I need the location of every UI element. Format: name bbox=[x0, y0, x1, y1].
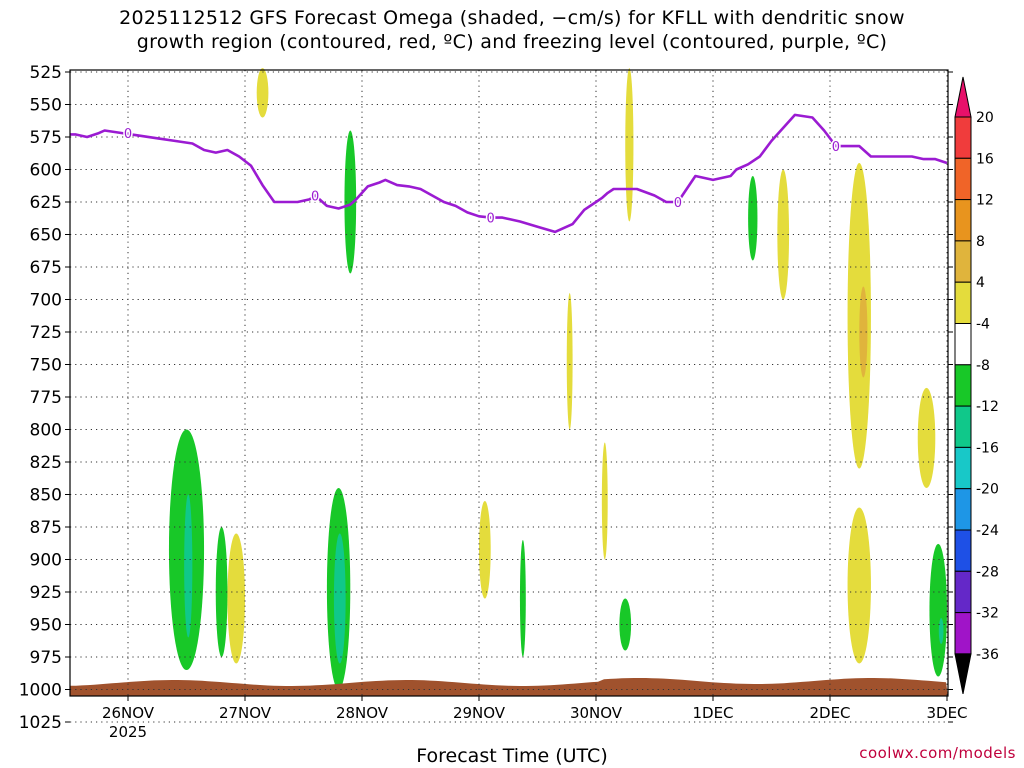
colorbar-box bbox=[954, 157, 972, 201]
ground-surface bbox=[70, 678, 948, 696]
omega-region bbox=[519, 540, 526, 657]
plot-frame bbox=[69, 69, 949, 697]
colorbar-top-arrow bbox=[954, 76, 972, 118]
omega-region bbox=[917, 387, 936, 489]
colorbar: 20 16 12 8 4 -4 -8 -12 -16 -20 -24 -28 -32 -36 bbox=[954, 76, 999, 694]
colorbar-label: 8 bbox=[976, 234, 985, 250]
colorbar-box bbox=[954, 364, 972, 407]
colorbar-box bbox=[954, 199, 972, 242]
y-tick-label: 925 bbox=[30, 583, 62, 603]
y-tick-label: 700 bbox=[30, 291, 62, 311]
colorbar-label: -20 bbox=[976, 482, 999, 498]
y-tick-label: 650 bbox=[30, 226, 62, 246]
y-tick-label: 825 bbox=[30, 453, 62, 473]
colorbar-box bbox=[954, 446, 972, 490]
colorbar-box bbox=[954, 323, 972, 366]
omega-region bbox=[184, 494, 193, 638]
x-axis-label: Forecast Time (UTC) bbox=[416, 745, 608, 767]
colorbar-box bbox=[954, 612, 972, 655]
omega-region bbox=[566, 293, 573, 430]
x-tick-label: 26NOV bbox=[102, 704, 155, 722]
x-tick-label: 30NOV bbox=[570, 704, 623, 722]
y-tick-label: 950 bbox=[30, 616, 62, 636]
y-tick-label: 625 bbox=[30, 193, 62, 213]
omega-region bbox=[601, 442, 608, 560]
x-tick-label: 27NOV bbox=[219, 704, 272, 722]
y-tick-label: 675 bbox=[30, 258, 62, 278]
colorbar-box bbox=[954, 488, 972, 531]
omega-region bbox=[227, 533, 246, 664]
y-tick-label: 600 bbox=[30, 161, 62, 181]
freezing-level-contour-label: 0 bbox=[124, 127, 132, 142]
omega-region bbox=[333, 533, 346, 664]
grid-lines bbox=[70, 70, 948, 723]
y-tick-label: 550 bbox=[30, 96, 62, 116]
y-tick-label: 850 bbox=[30, 486, 62, 506]
colorbar-label: 16 bbox=[976, 151, 994, 167]
colorbar-box bbox=[954, 405, 972, 448]
omega-region bbox=[256, 68, 269, 118]
colorbar-label: -24 bbox=[976, 523, 999, 539]
x-tick-sublabel: 2025 bbox=[109, 723, 147, 741]
colorbar-label: -36 bbox=[976, 647, 999, 663]
y-tick-label: 750 bbox=[30, 356, 62, 376]
y-tick-label: 800 bbox=[30, 421, 62, 441]
colorbar-label: 4 bbox=[976, 275, 985, 291]
colorbar-box bbox=[954, 116, 972, 159]
y-axis: 525 550 575 600 625 650 675 700 725 750 775 800 825 8… bbox=[19, 63, 953, 733]
x-tick-label: 3DEC bbox=[926, 704, 967, 722]
colorbar-label: -28 bbox=[976, 564, 999, 580]
colorbar-box bbox=[954, 570, 972, 614]
y-tick-label: 1000 bbox=[19, 681, 62, 701]
y-tick-label: 525 bbox=[30, 63, 62, 83]
y-tick-label: 900 bbox=[30, 551, 62, 571]
colorbar-box bbox=[954, 529, 972, 572]
omega-region bbox=[344, 130, 357, 274]
freezing-level-contour-label: 0 bbox=[674, 196, 682, 211]
omega-region bbox=[625, 68, 634, 222]
freezing-level-contour: 0 0 0 0 0 bbox=[69, 113, 948, 234]
x-tick-label: 28NOV bbox=[336, 704, 389, 722]
omega-region bbox=[859, 286, 868, 378]
omega-region bbox=[748, 176, 758, 261]
x-tick-label: 29NOV bbox=[453, 704, 506, 722]
colorbar-label: 12 bbox=[976, 193, 994, 209]
colorbar-bottom-arrow bbox=[954, 653, 972, 694]
colorbar-label: -4 bbox=[976, 317, 990, 333]
omega-region bbox=[929, 543, 947, 677]
omega-region bbox=[619, 598, 632, 651]
colorbar-label: -32 bbox=[976, 606, 999, 622]
colorbar-label: -8 bbox=[976, 358, 990, 374]
x-tick-label: 2DEC bbox=[809, 704, 850, 722]
y-tick-label: 1025 bbox=[19, 713, 62, 733]
freezing-level-contour-label: 0 bbox=[487, 212, 495, 227]
surface-fill bbox=[70, 678, 948, 696]
y-tick-label: 775 bbox=[30, 388, 62, 408]
freezing-level-contour-label: 0 bbox=[832, 140, 840, 155]
x-tick-label: 1DEC bbox=[692, 704, 733, 722]
omega-region bbox=[479, 501, 491, 599]
colorbar-box bbox=[954, 281, 972, 325]
freezing-level-contour-label: 0 bbox=[311, 190, 319, 205]
y-tick-label: 875 bbox=[30, 518, 62, 538]
colorbar-label: -12 bbox=[976, 399, 999, 415]
omega-region bbox=[938, 618, 944, 644]
credit-label: coolwx.com/models bbox=[859, 744, 1016, 762]
y-tick-label: 575 bbox=[30, 128, 62, 148]
title-line-2: growth region (contoured, red, ºC) and f… bbox=[136, 31, 888, 53]
colorbar-label: -16 bbox=[976, 440, 999, 456]
y-tick-label: 975 bbox=[30, 648, 62, 668]
omega-region bbox=[847, 163, 871, 469]
freezing-level-line bbox=[69, 113, 948, 234]
y-tick-label: 725 bbox=[30, 323, 62, 343]
x-axis: 26NOV 27NOV 28NOV 29NOV 30NOV 1DEC 2DEC 3DEC 202… bbox=[102, 696, 968, 741]
colorbar-box bbox=[954, 240, 972, 283]
colorbar-label: 20 bbox=[976, 110, 994, 126]
chart-title: 2025112512 GFS Forecast Omega (shaded, −… bbox=[0, 6, 1024, 54]
title-line-1: 2025112512 GFS Forecast Omega (shaded, −… bbox=[119, 7, 905, 29]
omega-region bbox=[847, 507, 871, 664]
